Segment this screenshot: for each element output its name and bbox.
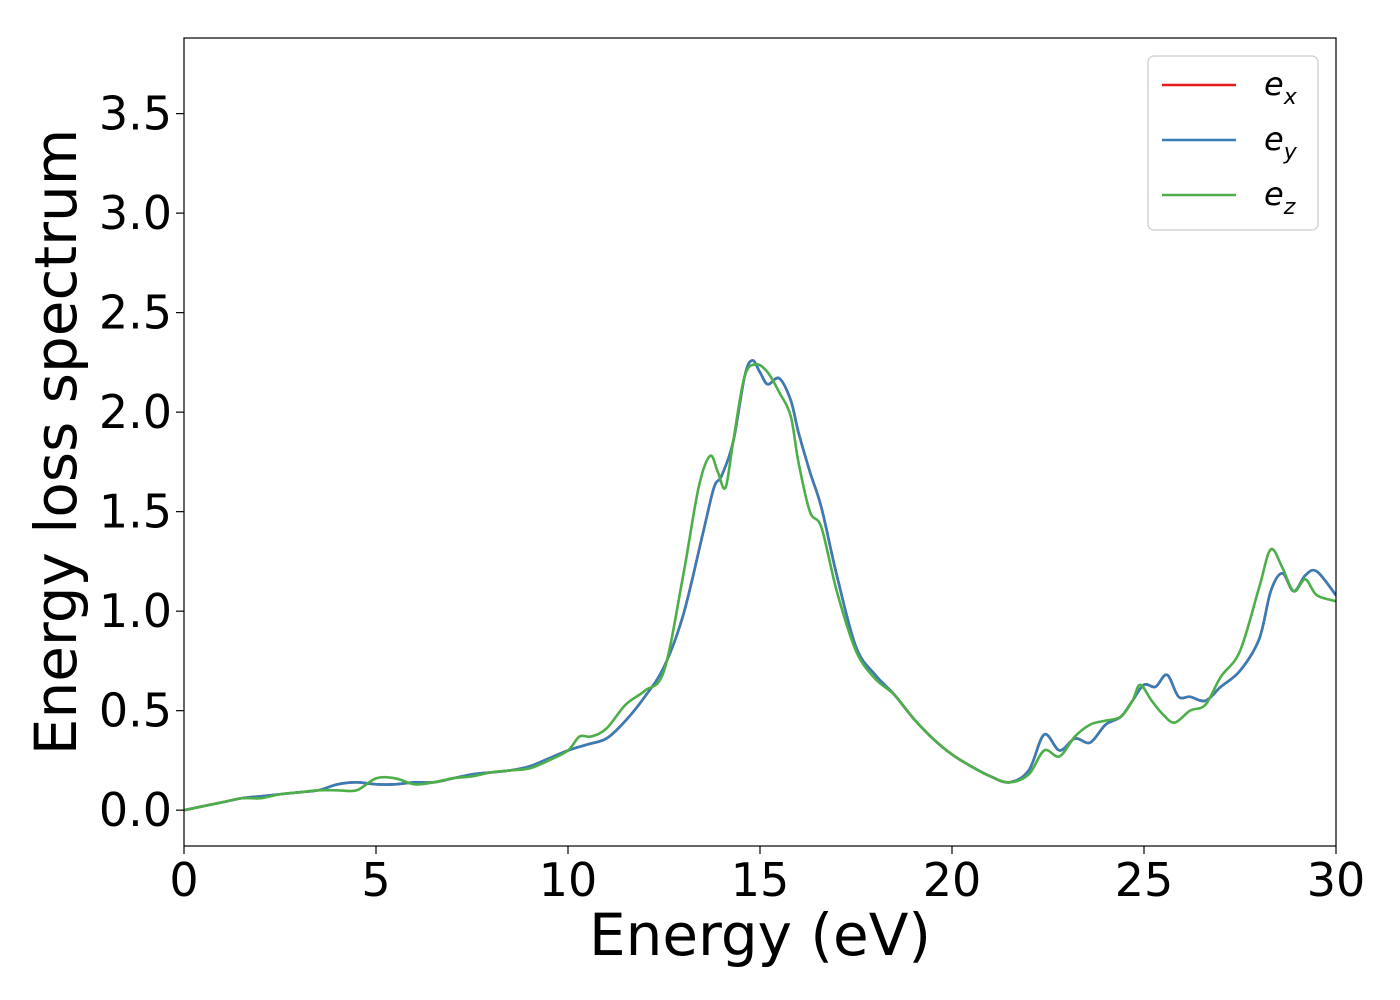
- y-tick-label: 2.0: [99, 385, 172, 439]
- series-line-y: [184, 359, 1336, 812]
- y-tick-label: 3.5: [99, 87, 172, 141]
- legend: ex ey ez: [1147, 55, 1319, 231]
- x-tick-label: 10: [539, 853, 598, 907]
- series-line-x: [184, 359, 1336, 812]
- x-tick-label: 25: [1115, 853, 1174, 907]
- y-tick-label: 2.5: [99, 286, 172, 340]
- legend-label-x: ex: [1264, 65, 1298, 110]
- series-line-z: [184, 363, 1336, 812]
- x-tick-label: 20: [923, 853, 982, 907]
- y-tick-label: 0.5: [99, 684, 172, 738]
- x-tick-label: 0: [169, 853, 198, 907]
- y-tick-label: 1.0: [99, 584, 172, 638]
- x-tick-label: 30: [1307, 853, 1366, 907]
- legend-label-y: ey: [1264, 120, 1298, 165]
- y-tick-label: 3.0: [99, 186, 172, 240]
- ticks-layer: 0 5 10 15 20 25 30 0.0 0.5 1.0 1.5 2.0 2.5 3.0 3.5: [99, 87, 1365, 907]
- legend-label-z: ez: [1264, 175, 1296, 220]
- x-tick-label: 15: [731, 853, 790, 907]
- x-axis-title: Energy (eV): [589, 901, 931, 969]
- y-tick-label: 1.5: [99, 485, 172, 539]
- x-tick-label: 5: [361, 853, 390, 907]
- y-axis-title: Energy loss spectrum: [22, 129, 90, 755]
- y-tick-label: 0.0: [99, 783, 172, 837]
- legend-box: [1147, 55, 1319, 231]
- series-layer: [184, 359, 1336, 812]
